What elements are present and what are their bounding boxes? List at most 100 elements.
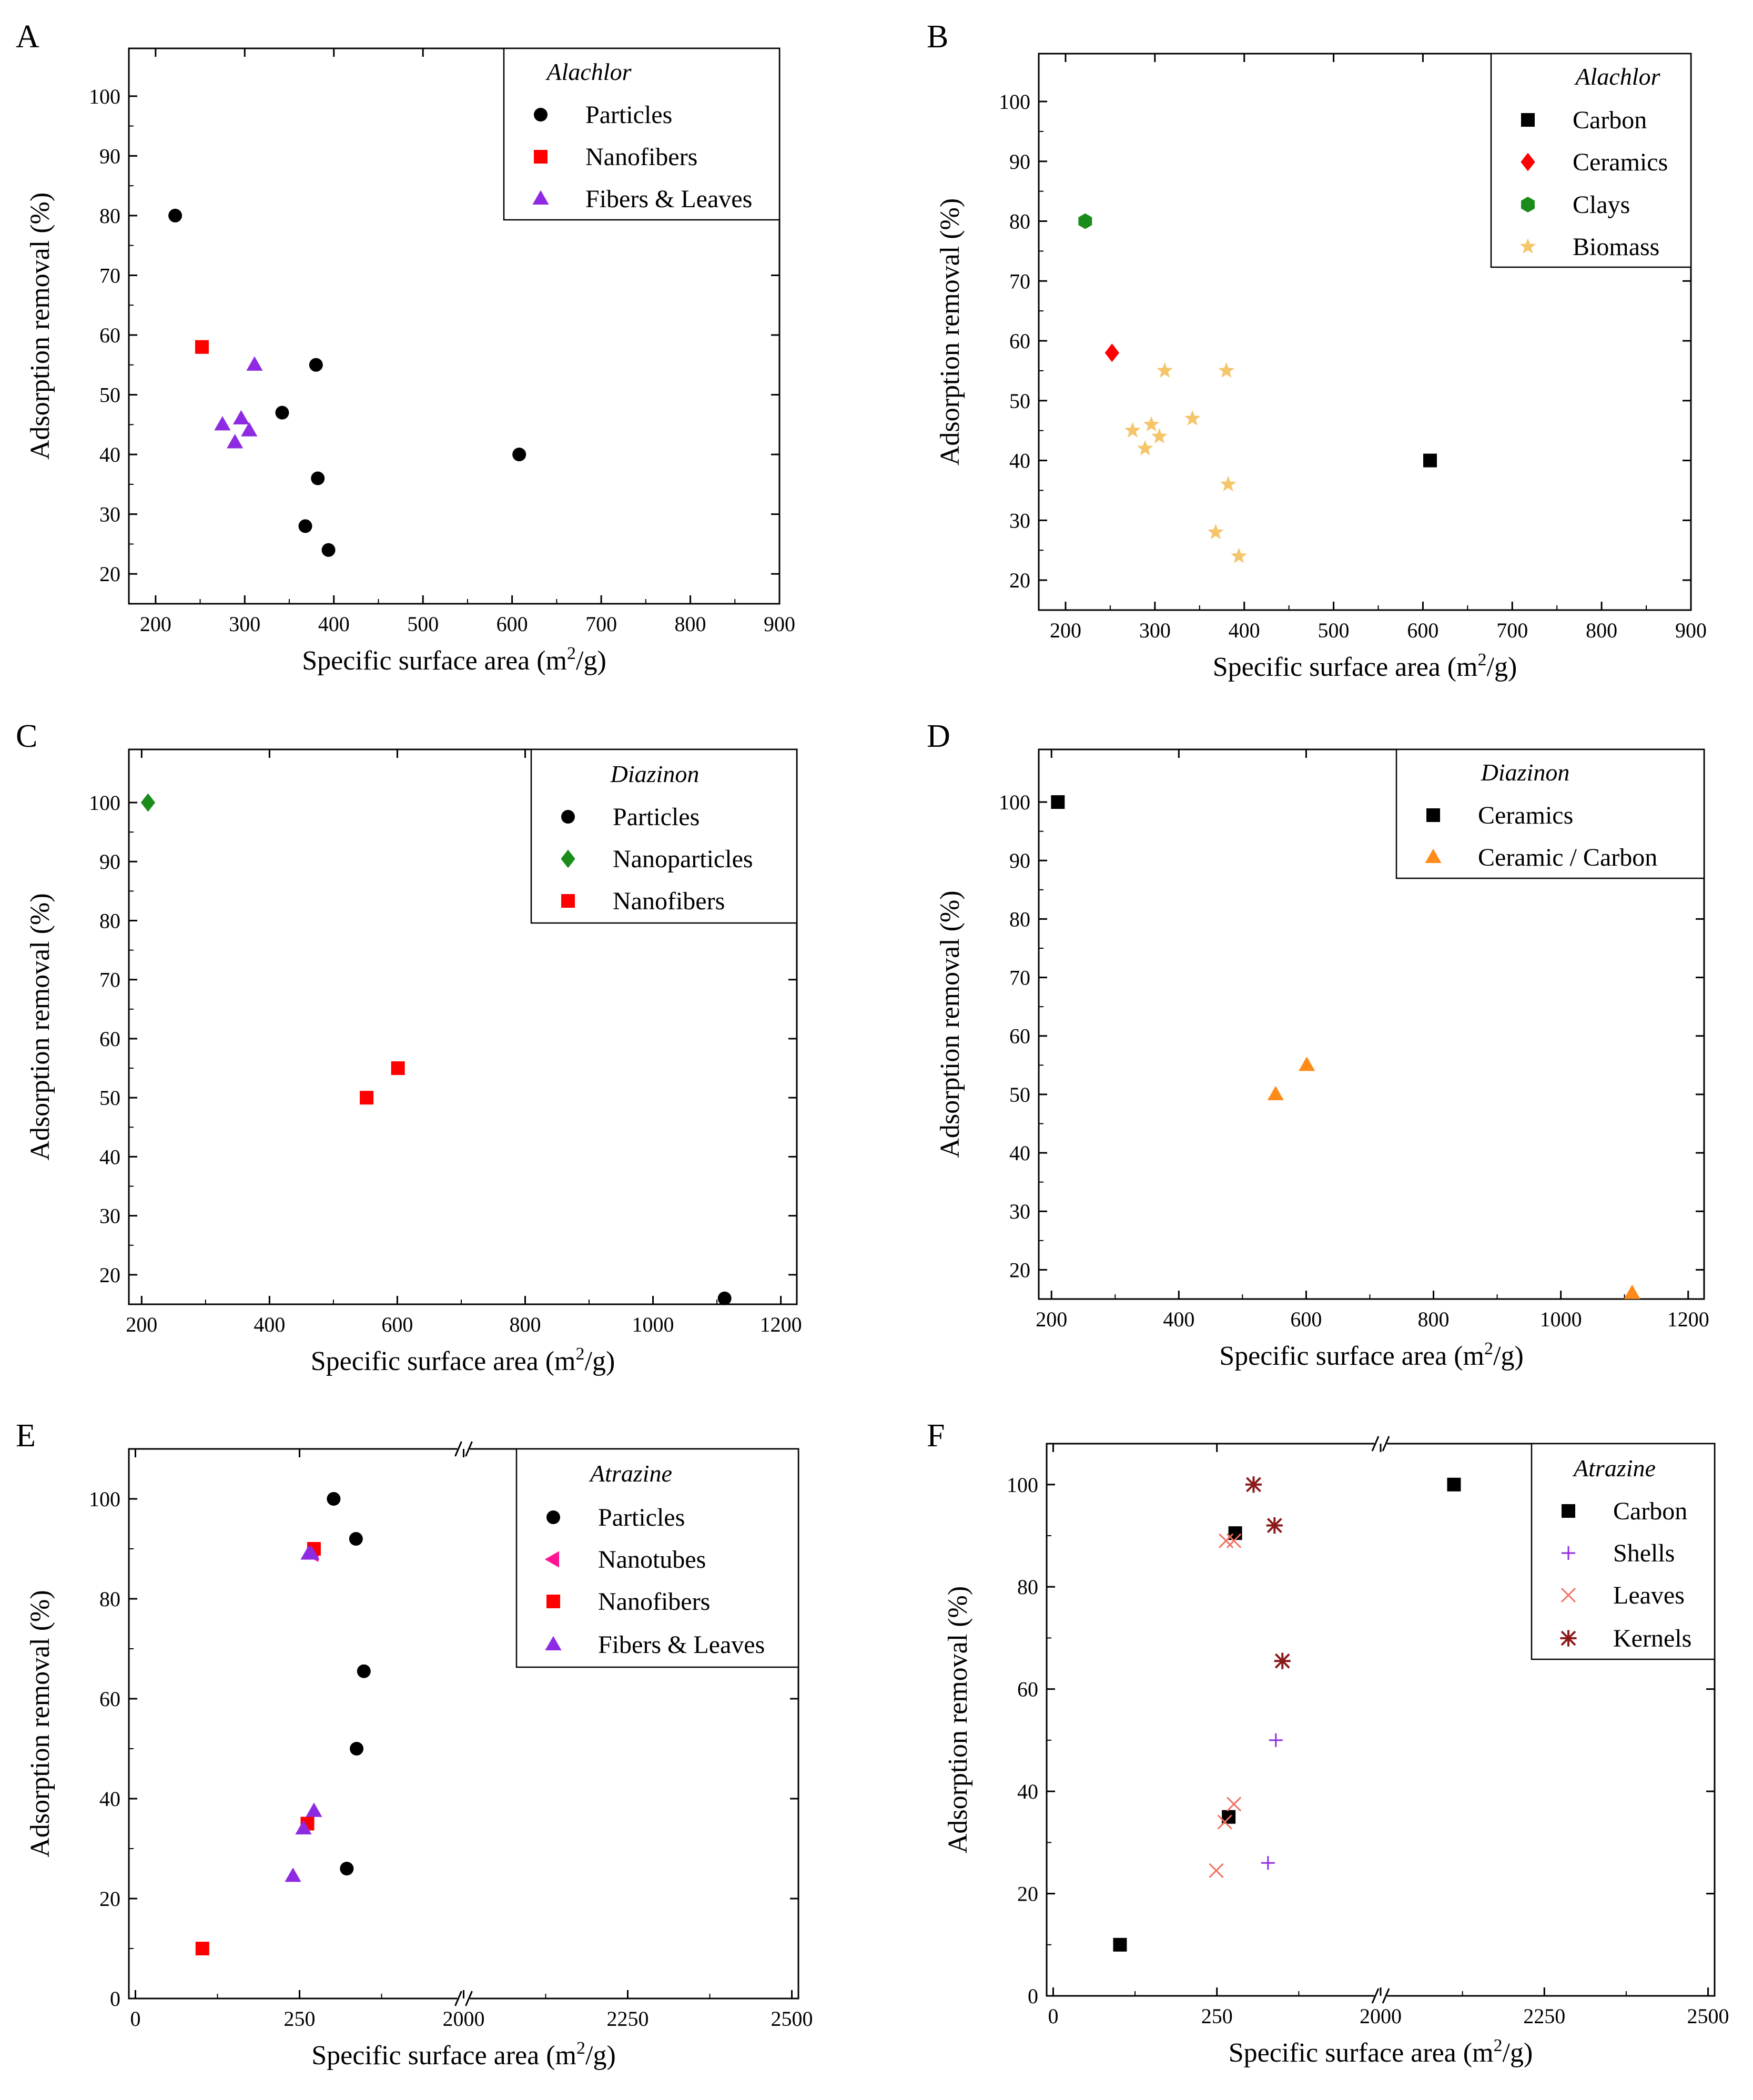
panel-e-point-particles — [349, 1532, 363, 1546]
panel-b-ytick-label: 60 — [1009, 329, 1030, 353]
panel-e-ytick-label: 80 — [99, 1587, 120, 1611]
panel-c-series-particles — [717, 1291, 732, 1305]
panel-f-x-axis-title: Specific surface area (m2/g) — [1229, 2036, 1533, 2068]
panel-c-ytick-label: 40 — [99, 1145, 120, 1169]
panel-a-ytick-label: 20 — [99, 562, 120, 586]
panel-e-legend-marker-nanotubes — [544, 1551, 560, 1568]
panel-e-axis-break — [454, 1441, 473, 2006]
panel-a-point-fibers-leaves — [232, 410, 250, 425]
panel-a-ytick-label: 60 — [99, 323, 120, 347]
panel-a-point-particles — [298, 519, 312, 533]
panel-f: F 0 250 2000 2250 2500 0 20 40 60 80 100 Specific su… — [927, 1418, 1729, 2068]
panel-a-legend-box — [503, 47, 781, 221]
panel-d-ytick-label: 100 — [999, 790, 1030, 814]
panel-b-letter: B — [927, 19, 948, 55]
panel-a-legend: Alachlor Particles Nanofibers Fibers & Leav… — [503, 47, 781, 221]
panel-a-xtick-label: 200 — [140, 612, 171, 636]
panel-f-point-leaves — [1227, 1533, 1242, 1548]
panel-f-point-carbon — [1447, 1477, 1461, 1492]
panel-f-ytick-label: 20 — [1017, 1882, 1038, 1906]
panel-c-legend-label-nanofibers: Nanofibers — [613, 887, 725, 915]
panel-c-point-nanofibers — [391, 1061, 405, 1076]
panel-c-ytick-label: 90 — [99, 850, 120, 874]
panel-c-x-axis-title-sup: 2 — [576, 1344, 585, 1364]
panel-c-legend-label-nanoparticles: Nanoparticles — [613, 845, 753, 873]
panel-e-xtick-label: 2250 — [607, 2007, 649, 2031]
panel-d-series-ceramic-carbon — [1267, 1057, 1640, 1299]
panel-b-xtick-label: 200 — [1050, 618, 1081, 642]
panel-a-x-axis-title: Specific surface area (m2/g) — [302, 644, 606, 676]
panel-c-ytick-label: 50 — [99, 1086, 120, 1110]
panel-d-point-ceramic-carbon — [1299, 1057, 1315, 1071]
panel-a-point-particles — [275, 405, 289, 420]
panel-a-xtick-label: 300 — [229, 612, 260, 636]
panel-d-legend-title: Diazinon — [1481, 759, 1570, 786]
panel-a-legend-marker-particles — [534, 108, 548, 121]
panel-c-legend-box — [530, 748, 798, 924]
panel-c-x-axis-title-main: Specific surface area (m — [311, 1346, 576, 1376]
panel-b-x-axis-title-sup: 2 — [1478, 650, 1487, 669]
panel-b-point-biomass — [1143, 416, 1160, 432]
panel-e-break-top-mark — [454, 1441, 473, 1457]
panel-b-series-carbon — [1423, 453, 1437, 468]
panel-e-legend-label-nanotubes: Nanotubes — [598, 1546, 706, 1574]
panel-d-ytick-label: 60 — [1009, 1024, 1030, 1048]
panel-a-x-axis-title-sup: 2 — [567, 644, 576, 663]
panel-f-xtick-label: 250 — [1201, 2004, 1233, 2028]
panel-d-series-ceramics — [1051, 795, 1065, 809]
panel-e-legend-label-particles: Particles — [598, 1504, 685, 1531]
panel-b-point-biomass — [1220, 475, 1237, 492]
panel-a-point-particles — [311, 471, 325, 485]
panel-d-ytick-label: 70 — [1009, 966, 1030, 990]
panel-b-legend-title: Alachlor — [1574, 63, 1661, 90]
panel-e-legend-label-fibers-leaves: Fibers & Leaves — [598, 1631, 765, 1659]
panel-f-legend-title: Atrazine — [1572, 1455, 1656, 1482]
panel-b-series-ceramics — [1105, 343, 1119, 362]
panel-a-x-axis-title-tail: /g) — [576, 646, 606, 676]
panel-d-letter: D — [927, 718, 950, 754]
panel-a-point-fibers-leaves — [227, 434, 244, 449]
panel-a-series-particles — [168, 208, 526, 557]
panel-b-point-biomass — [1207, 523, 1224, 540]
panel-b-x-axis-title: Specific surface area (m2/g) — [1213, 650, 1517, 682]
panel-a-y-axis-title: Adsorption removal (%) — [25, 192, 55, 460]
panel-f-legend-marker-kernels — [1560, 1630, 1577, 1647]
panel-e-ytick-label: 40 — [99, 1787, 120, 1811]
panel-b-ytick-label: 40 — [1009, 449, 1030, 473]
panel-a-legend-label-fibers-leaves: Fibers & Leaves — [585, 185, 752, 213]
panel-d-xtick-label: 800 — [1418, 1307, 1450, 1331]
panel-f-xtick-label: 2000 — [1360, 2004, 1402, 2028]
panel-a-xtick-label: 500 — [407, 612, 439, 636]
panel-f-legend: Atrazine Carbon Shells Leaves Kernels — [1531, 1443, 1716, 1660]
panel-e-legend-title: Atrazine — [589, 1460, 672, 1487]
panel-e-point-particles — [327, 1492, 341, 1506]
panel-a-xtick-label: 400 — [318, 612, 350, 636]
panel-c-ytick-label: 60 — [99, 1027, 120, 1051]
panel-d-xtick-label: 400 — [1163, 1307, 1194, 1331]
panel-f-x-axis-title-sup: 2 — [1494, 2036, 1503, 2055]
panel-a-ytick-label: 100 — [89, 85, 120, 108]
panel-c-legend-marker-particles — [561, 810, 575, 824]
panel-b-ytick-label: 30 — [1009, 509, 1030, 532]
panel-d-ytick-label: 30 — [1009, 1200, 1030, 1223]
panel-d-frame — [1038, 748, 1705, 1300]
panel-f-ytick-label: 100 — [1007, 1473, 1038, 1497]
panel-f-point-leaves — [1217, 1814, 1232, 1830]
panel-b-ytick-label: 20 — [1009, 569, 1030, 592]
panel-e-ytick-label: 0 — [110, 1987, 120, 2011]
panel-b: B 200 300 400 500 600 700 800 900 20 30 40 50 60 70 80 9… — [927, 19, 1707, 682]
panel-b-legend-label-biomass: Biomass — [1573, 233, 1659, 261]
panel-a-xtick-label: 900 — [764, 612, 795, 636]
panel-c-legend-label-particles: Particles — [613, 803, 700, 831]
panel-f-break-top-mark — [1371, 1436, 1390, 1452]
panel-c-legend-marker-nanofibers — [561, 894, 575, 908]
panel-a-point-nanofibers — [195, 340, 209, 354]
panel-c-point-particles — [717, 1291, 732, 1305]
panel-a-ytick-label: 40 — [99, 443, 120, 466]
panel-d-point-ceramics — [1051, 795, 1065, 809]
panel-e-legend-marker-particles — [546, 1510, 560, 1524]
panel-c-xtick-label: 600 — [381, 1313, 413, 1336]
panel-d-xtick-label: 200 — [1036, 1307, 1067, 1331]
panel-b-legend-label-ceramics: Ceramics — [1573, 148, 1668, 176]
